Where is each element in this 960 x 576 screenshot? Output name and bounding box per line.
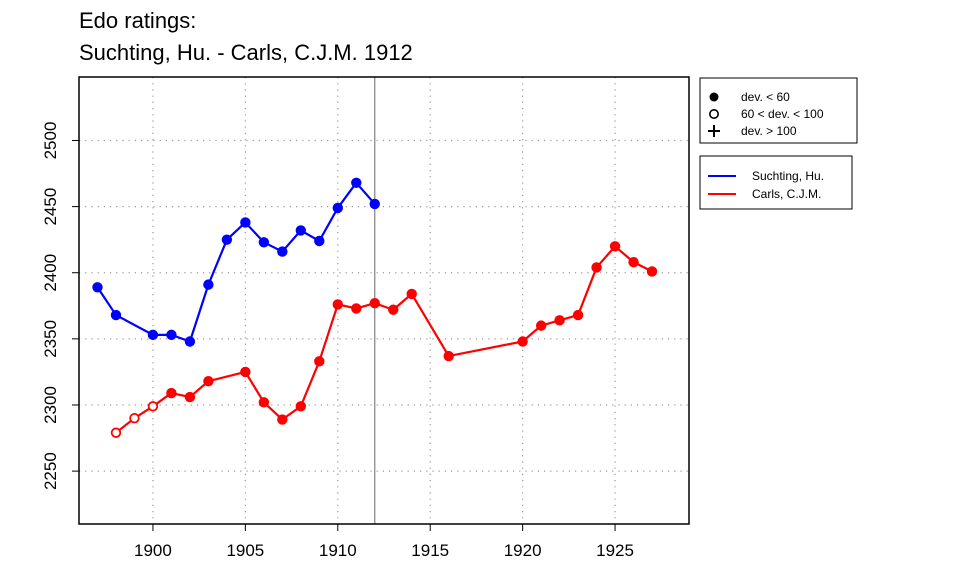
x-tick-label: 1925	[596, 541, 634, 560]
data-point	[314, 356, 325, 367]
x-tick-label: 1905	[226, 541, 264, 560]
data-point	[314, 235, 325, 247]
data-point	[277, 246, 288, 257]
data-point	[628, 256, 639, 268]
data-point	[147, 329, 159, 341]
data-point	[572, 309, 584, 321]
legend-open-circle-icon	[708, 109, 719, 120]
marker-legend-box	[699, 77, 858, 144]
y-tick-label: 2450	[41, 188, 60, 226]
data-point	[166, 387, 177, 399]
data-point	[369, 198, 380, 210]
series-legend: Suchting, Hu. Carls, C.J.M.	[699, 155, 853, 210]
y-tick-label: 2350	[41, 320, 60, 358]
data-point	[332, 299, 343, 310]
plot-frame	[78, 76, 690, 525]
series-group	[92, 177, 658, 438]
data-point	[110, 309, 122, 321]
x-tick-label: 1900	[134, 541, 172, 560]
y-tick-label: 2300	[41, 386, 60, 424]
x-tick-label: 1920	[504, 541, 542, 560]
grid-lines	[79, 77, 689, 524]
data-point	[388, 304, 399, 315]
data-point	[184, 336, 196, 347]
series-legend-box	[699, 155, 853, 210]
legend-plus-icon	[708, 125, 720, 137]
data-point	[443, 350, 454, 362]
data-point	[406, 288, 417, 300]
data-point	[295, 225, 307, 236]
legend-label-carls: Carls, C.J.M.	[752, 187, 821, 201]
data-point	[351, 303, 362, 314]
marker-legend: dev. < 60 60 < dev. < 100 dev. > 100	[699, 77, 858, 144]
data-point	[129, 413, 140, 424]
data-point	[591, 262, 602, 273]
data-point	[110, 427, 122, 438]
data-point	[351, 177, 362, 188]
y-tick-label: 2250	[41, 452, 60, 490]
legend-label-low-dev: dev. < 60	[741, 90, 790, 104]
data-point	[240, 366, 251, 378]
data-point	[295, 401, 307, 412]
data-point	[646, 266, 658, 277]
x-tick-label: 1910	[319, 541, 357, 560]
data-point	[203, 375, 214, 387]
data-point	[554, 315, 565, 326]
data-point	[535, 320, 547, 331]
data-point	[166, 329, 177, 341]
series-0	[92, 177, 380, 347]
legend-label-high-dev: dev. > 100	[741, 124, 797, 138]
data-point	[147, 401, 159, 412]
chart-title-line-2: Suchting, Hu. - Carls, C.J.M. 1912	[79, 40, 413, 65]
chart-title-line-1: Edo ratings:	[79, 8, 197, 33]
axes: 1900 1905 1910 1915 1920 1925 2250 2300 2350 2400…	[41, 122, 634, 560]
series-1	[110, 241, 658, 438]
x-tick-label: 1915	[411, 541, 449, 560]
data-point	[609, 241, 621, 252]
data-point	[184, 391, 196, 403]
data-point	[203, 279, 214, 290]
data-point	[258, 397, 270, 408]
legend-label-mid-dev: 60 < dev. < 100	[741, 107, 824, 121]
data-point	[258, 237, 270, 248]
data-point	[332, 202, 343, 214]
data-point	[369, 297, 380, 309]
data-point	[277, 414, 288, 425]
legend-filled-circle-icon	[709, 92, 719, 102]
data-point	[92, 282, 103, 293]
data-point	[240, 217, 251, 228]
y-tick-label: 2400	[41, 254, 60, 292]
legend-label-suchting: Suchting, Hu.	[752, 169, 824, 183]
series-line	[115, 245, 653, 434]
data-point	[517, 336, 528, 347]
data-point	[221, 234, 233, 245]
y-tick-label: 2500	[41, 122, 60, 160]
